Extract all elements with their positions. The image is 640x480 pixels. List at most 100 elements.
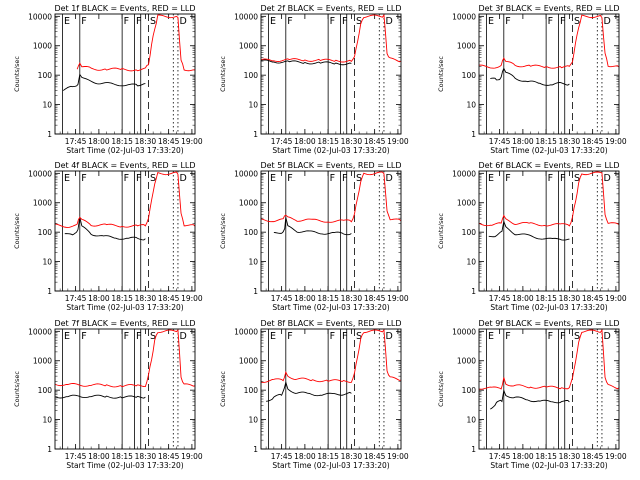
panel-title: Det 4f BLACK = Events, RED = LLD bbox=[54, 161, 195, 170]
event-marker-label: D bbox=[385, 331, 392, 342]
event-marker-label: D bbox=[385, 16, 392, 27]
x-tick-label: 17:45 bbox=[65, 294, 87, 303]
event-marker-label: E bbox=[488, 16, 494, 27]
event-marker-label: F bbox=[330, 331, 335, 342]
y-tick-label: 100 bbox=[38, 71, 53, 80]
events-series-line bbox=[64, 217, 146, 241]
event-marker-label: D bbox=[179, 331, 186, 342]
y-tick-label: 1 bbox=[47, 445, 52, 454]
event-marker-label: F bbox=[124, 331, 129, 342]
x-tick-label: 18:00 bbox=[294, 452, 316, 461]
x-axis-label: Start Time (02-Jul-03 17:33:20) bbox=[490, 461, 607, 470]
y-tick-label: 100 bbox=[244, 386, 259, 395]
y-tick-label: 1000 bbox=[239, 357, 258, 366]
x-tick-label: 18:15 bbox=[111, 137, 133, 146]
x-tick-label: 18:30 bbox=[559, 294, 581, 303]
panel-title: Det 6f BLACK = Events, RED = LLD bbox=[478, 161, 619, 170]
y-tick-label: 10000 bbox=[234, 327, 258, 336]
event-marker-label: S bbox=[150, 331, 156, 342]
y-tick-label: 1 bbox=[253, 445, 258, 454]
panel-title: Det 5f BLACK = Events, RED = LLD bbox=[260, 161, 401, 170]
y-tick-label: 100 bbox=[462, 228, 477, 237]
event-marker-label: F bbox=[136, 173, 141, 184]
lld-series-line bbox=[479, 328, 620, 390]
x-tick-label: 17:45 bbox=[271, 137, 293, 146]
y-tick-label: 100 bbox=[244, 228, 259, 237]
x-tick-label: 17:45 bbox=[271, 294, 293, 303]
y-tick-label: 1000 bbox=[239, 42, 258, 51]
y-tick-label: 10 bbox=[42, 258, 52, 267]
y-tick-label: 10000 bbox=[234, 12, 258, 21]
event-marker-label: S bbox=[356, 173, 362, 184]
x-tick-label: 17:45 bbox=[271, 452, 293, 461]
event-marker-label: F bbox=[560, 331, 565, 342]
event-marker-label: S bbox=[574, 16, 580, 27]
y-tick-label: 10 bbox=[466, 258, 476, 267]
y-tick-label: 10 bbox=[466, 416, 476, 425]
x-tick-label: 18:45 bbox=[582, 294, 604, 303]
plot-frame bbox=[54, 328, 196, 450]
x-tick-label: 18:30 bbox=[135, 452, 157, 461]
panel-title: Det 8f BLACK = Events, RED = LLD bbox=[260, 319, 401, 328]
panel-2: Det 2f BLACK = Events, RED = LLD Counts/s… bbox=[219, 4, 409, 155]
x-axis-label: Start Time (02-Jul-03 17:33:20) bbox=[272, 461, 389, 470]
x-tick-label: 19:00 bbox=[387, 137, 409, 146]
lld-series-line bbox=[55, 171, 196, 228]
event-marker-label: S bbox=[574, 331, 580, 342]
x-tick-label: 18:45 bbox=[364, 452, 386, 461]
event-marker-label: D bbox=[385, 173, 392, 184]
event-marker-label: D bbox=[179, 16, 186, 27]
x-tick-label: 18:45 bbox=[158, 452, 180, 461]
x-tick-label: 18:00 bbox=[294, 137, 316, 146]
event-marker-label: F bbox=[81, 16, 86, 27]
y-tick-label: 10000 bbox=[28, 169, 52, 178]
event-marker-label: D bbox=[603, 173, 610, 184]
event-marker-label: E bbox=[64, 16, 70, 27]
event-marker-label: F bbox=[287, 331, 292, 342]
event-marker-label: E bbox=[270, 16, 276, 27]
y-tick-label: 1 bbox=[471, 445, 476, 454]
x-tick-label: 18:00 bbox=[88, 137, 110, 146]
event-marker-label: S bbox=[150, 16, 156, 27]
events-series-line bbox=[55, 394, 146, 399]
y-tick-label: 10 bbox=[248, 416, 258, 425]
x-tick-label: 18:30 bbox=[341, 294, 363, 303]
event-marker-label: E bbox=[270, 331, 276, 342]
panel-title: Det 1f BLACK = Events, RED = LLD bbox=[54, 4, 195, 13]
y-axis-label: Counts/sec bbox=[219, 213, 227, 249]
event-marker-label: D bbox=[603, 331, 610, 342]
event-marker-label: E bbox=[488, 331, 494, 342]
x-tick-label: 18:30 bbox=[135, 137, 157, 146]
events-series-line bbox=[490, 388, 570, 410]
plot-frame bbox=[478, 170, 620, 292]
panel-5: Det 5f BLACK = Events, RED = LLD Counts/s… bbox=[219, 161, 409, 312]
x-axis-label: Start Time (02-Jul-03 17:33:20) bbox=[272, 146, 389, 155]
y-tick-label: 100 bbox=[462, 386, 477, 395]
y-tick-label: 1 bbox=[47, 287, 52, 296]
y-tick-label: 1000 bbox=[457, 357, 476, 366]
lld-series-line bbox=[479, 171, 620, 227]
x-axis-label: Start Time (02-Jul-03 17:33:20) bbox=[490, 303, 607, 312]
panel-7: Det 7f BLACK = Events, RED = LLD Counts/s… bbox=[13, 319, 203, 470]
y-tick-label: 1 bbox=[47, 130, 52, 139]
event-marker-label: F bbox=[287, 16, 292, 27]
event-marker-label: F bbox=[342, 16, 347, 27]
x-tick-label: 19:00 bbox=[605, 452, 627, 461]
lld-series-line bbox=[76, 14, 196, 72]
x-tick-label: 18:15 bbox=[111, 294, 133, 303]
y-tick-label: 10000 bbox=[234, 169, 258, 178]
x-tick-label: 18:45 bbox=[582, 452, 604, 461]
event-marker-label: F bbox=[505, 16, 510, 27]
panel-6: Det 6f BLACK = Events, RED = LLD Counts/s… bbox=[437, 161, 627, 312]
panel-9: Det 9f BLACK = Events, RED = LLD Counts/s… bbox=[437, 319, 627, 470]
y-axis-label: Counts/sec bbox=[13, 56, 21, 92]
event-marker-label: E bbox=[64, 331, 70, 342]
y-axis-label: Counts/sec bbox=[13, 213, 21, 249]
event-marker-label: F bbox=[548, 173, 553, 184]
events-series-line bbox=[490, 67, 570, 86]
event-marker-label: F bbox=[505, 331, 510, 342]
y-axis-label: Counts/sec bbox=[437, 56, 445, 92]
y-tick-label: 10 bbox=[466, 101, 476, 110]
x-axis-label: Start Time (02-Jul-03 17:33:20) bbox=[272, 303, 389, 312]
x-tick-label: 18:15 bbox=[535, 137, 557, 146]
